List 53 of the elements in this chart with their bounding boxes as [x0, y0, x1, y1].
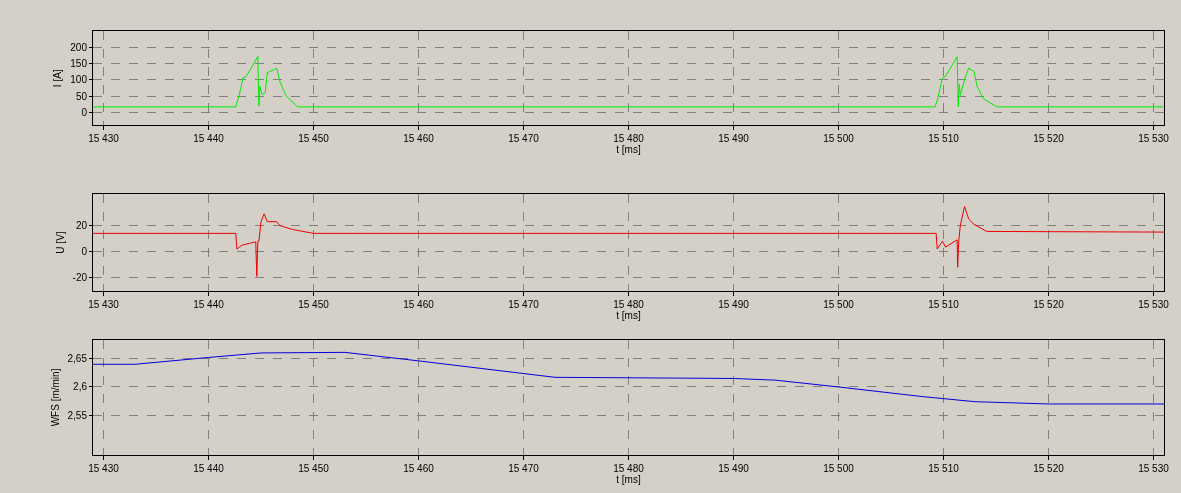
y-tick-label: 150	[70, 58, 88, 70]
x-tick-label: 15 470	[508, 133, 540, 145]
x-tick-label: 15 450	[298, 298, 330, 310]
line-series	[93, 55, 1164, 108]
x-tick-label: 15 430	[88, 298, 120, 310]
y-tick-label: 2,6	[73, 381, 88, 393]
y-tick-label: 100	[70, 74, 88, 86]
x-tick-label: 15 520	[1033, 463, 1065, 474]
x-tick-label: 15 530	[1138, 463, 1170, 474]
x-tick-label: 15 500	[823, 463, 855, 474]
x-tick-label: 15 530	[1138, 133, 1170, 145]
x-tick-label: 15 510	[928, 298, 960, 310]
y-tick-label: 0	[81, 246, 88, 258]
x-tick-label: 15 490	[718, 298, 750, 310]
y-axis-title: WFS [m/min]	[49, 368, 61, 427]
x-tick-label: 15 460	[403, 463, 435, 474]
x-tick-label: 15 450	[298, 133, 330, 145]
y-tick-label: 200	[70, 41, 88, 53]
x-tick-label: 15 500	[823, 298, 855, 310]
x-tick-label: 15 510	[928, 133, 960, 145]
x-axis-title: t [ms]	[616, 144, 641, 156]
x-tick-label: 15 520	[1033, 133, 1065, 145]
x-tick-label: 15 440	[193, 463, 225, 474]
x-tick-label: 15 490	[718, 463, 750, 474]
x-tick-label: 15 500	[823, 133, 855, 145]
x-tick-label: 15 470	[508, 463, 540, 474]
x-tick-label: 15 480	[613, 463, 645, 474]
line-series	[93, 206, 1164, 277]
x-axis-title: t [ms]	[616, 309, 641, 321]
x-tick-label: 15 430	[88, 463, 120, 474]
y-axis-title: I [A]	[52, 69, 64, 88]
x-tick-label: 15 460	[403, 133, 435, 145]
y-tick-label: 50	[75, 90, 88, 102]
x-tick-label: 15 490	[718, 133, 750, 145]
x-tick-label: 15 440	[193, 133, 225, 145]
x-tick-label: 15 480	[613, 298, 645, 310]
x-tick-label: 15 440	[193, 298, 225, 310]
x-tick-label: 15 460	[403, 298, 435, 310]
x-axis-title: t [ms]	[616, 474, 641, 485]
x-tick-label: 15 510	[928, 463, 960, 474]
x-tick-label: 15 470	[508, 298, 540, 310]
x-tick-label: 15 450	[298, 463, 330, 474]
y-tick-label: -20	[72, 272, 88, 284]
x-tick-label: 15 480	[613, 133, 645, 145]
y-tick-label: 20	[75, 220, 88, 232]
line-series	[93, 351, 1164, 405]
y-axis-title: U [V]	[54, 231, 66, 254]
x-tick-label: 15 530	[1138, 298, 1170, 310]
y-tick-label: 2,55	[67, 409, 88, 421]
y-tick-label: 2,65	[67, 353, 88, 365]
x-tick-label: 15 430	[88, 133, 120, 145]
x-tick-label: 15 520	[1033, 298, 1065, 310]
y-tick-label: 0	[81, 106, 88, 118]
